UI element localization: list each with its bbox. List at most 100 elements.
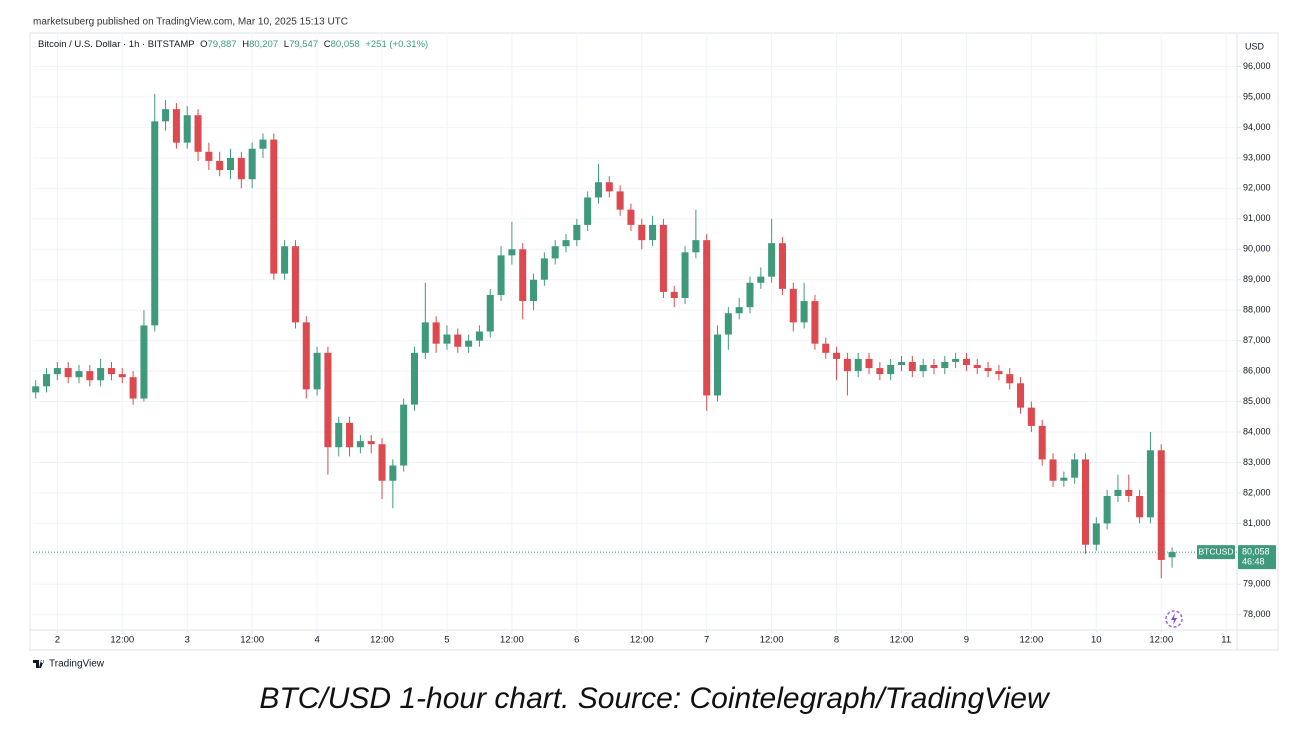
candle-body [530,279,538,302]
candle-body [291,246,299,323]
candle-body [151,121,159,326]
candle-body [205,151,213,161]
y-tick-label: 79,000 [1243,579,1271,589]
y-tick-label: 87,000 [1243,335,1271,345]
y-tick-label: 78,000 [1243,609,1271,619]
candle-body [594,182,602,198]
candle-body [432,322,440,344]
watermark-icon [1165,610,1183,628]
candle-body [194,115,202,152]
tradingview-logo: TradingView [33,659,105,670]
candle-body [465,340,473,347]
x-tick-label: 5 [444,635,449,646]
candle-body [86,371,94,381]
candle-body [324,352,332,448]
candle-body [865,358,873,369]
x-tick-label: 9 [964,635,969,646]
candle-body [1038,425,1046,460]
candle-body [1114,489,1122,496]
candle-body [843,358,851,372]
candle-body [1125,489,1133,496]
candle-body [421,322,429,353]
chart-frame [29,32,1279,651]
candle-body [659,224,667,292]
candle-body [681,252,689,298]
candle-body [616,191,624,210]
y-tick-label: 93,000 [1243,152,1271,162]
candle-body [172,109,180,143]
candle-body [973,365,981,369]
caption: BTC/USD 1-hour chart. Source: Cointelegr… [259,682,1051,715]
candle-body [908,361,916,372]
price-tag [1238,545,1276,570]
candle-body [811,301,819,344]
candle-body [237,157,245,180]
candle-body [129,377,137,399]
candle-body [270,139,278,274]
y-tick-label: 92,000 [1243,183,1271,193]
x-tick-label: 12:00 [890,635,914,646]
x-tick-label: 12:00 [500,635,524,646]
candle-body [497,255,505,295]
candle-body [746,282,754,308]
candle-body [768,243,776,277]
x-tick-label: 7 [704,635,709,646]
x-tick-label: 3 [185,635,190,646]
candle-body [443,334,451,344]
x-tick-label: 6 [574,635,579,646]
candle-body [833,352,841,359]
x-tick-label: 12:00 [760,635,784,646]
ohlc-label: H [242,39,249,50]
candle-body [140,325,148,399]
candle-body [118,374,126,378]
candle-body [887,365,895,375]
y-tick-label: 82,000 [1243,487,1271,497]
candle-body [216,160,224,171]
candle-body [1071,459,1079,478]
candle-body [897,361,906,366]
candle-body [778,243,786,289]
y-tick-label: 88,000 [1243,305,1271,315]
candle-body [346,422,354,448]
candle-body [1017,383,1025,408]
candle-body [53,368,61,375]
candle-body [389,465,397,481]
candle-body [962,358,970,366]
candle-body [378,444,386,481]
y-tick-label: 83,000 [1243,457,1271,467]
candle-body [941,361,949,369]
x-tick-label: 12:00 [240,635,264,646]
x-tick-label: 12:00 [370,635,394,646]
candle-body [226,157,235,171]
ohlc-label: L [284,39,289,50]
candle-body [1136,495,1144,518]
x-tick-label: 11 [1221,635,1231,646]
candle-body [1027,407,1035,426]
ohlc-value: 79,887 [207,39,236,50]
symbol: Bitcoin / U.S. Dollar · 1h · BITSTAMP [38,39,194,50]
y-tick-label: 90,000 [1243,244,1271,254]
ohlc-value: 79,547 [289,39,318,50]
candle-body [670,291,678,298]
candle-body [1146,450,1154,518]
candle-body [1168,552,1176,558]
candle-body [1092,523,1100,545]
y-tick-label: 95,000 [1243,91,1271,101]
candle-body [562,240,570,247]
candle-body [800,301,808,323]
candle-body [313,352,321,390]
candle-body [757,276,765,283]
candle-body [335,422,343,448]
ohlc-value: 80,058 [331,39,360,50]
candle-body [356,441,364,448]
candle-body [281,246,289,274]
candle-body [638,224,646,241]
candle-body [735,307,743,314]
y-tick-label: 89,000 [1243,274,1271,284]
candle-body [540,258,548,280]
candle-body [789,288,797,323]
candle-body [97,368,105,381]
candle-body [573,224,581,241]
candle-body [43,374,51,387]
